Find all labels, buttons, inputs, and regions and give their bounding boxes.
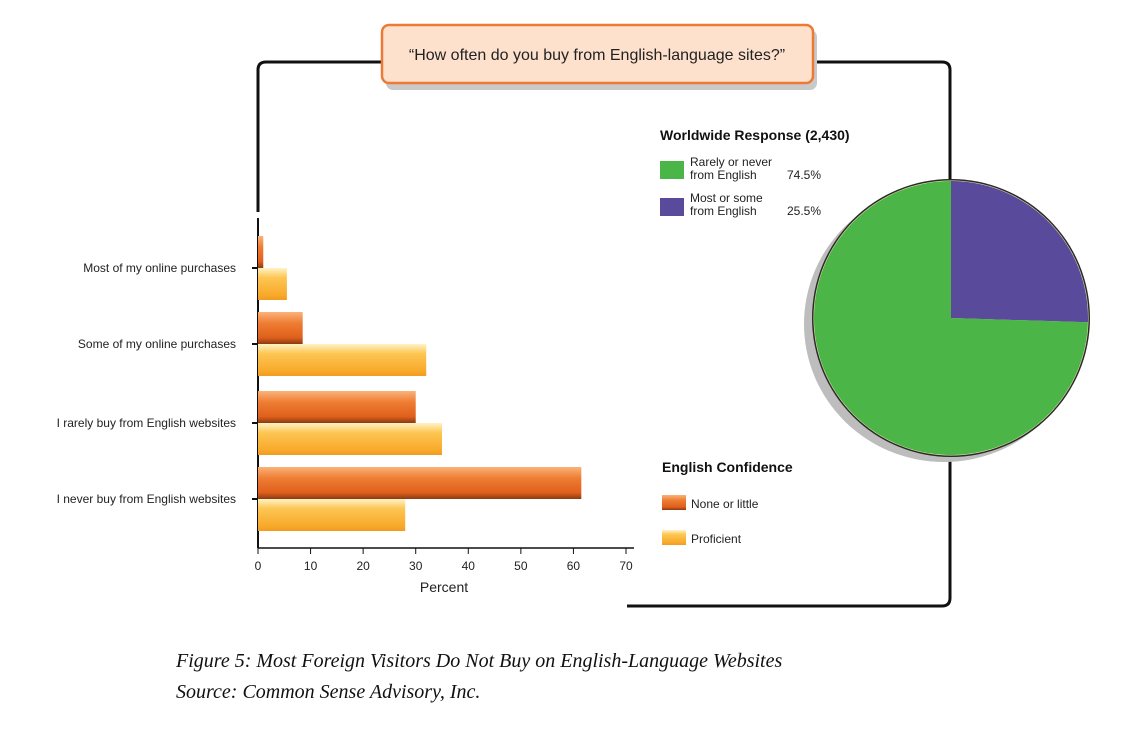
pie-slice-rarely-never xyxy=(813,181,1088,455)
bar-none-or-little-3 xyxy=(258,467,582,499)
bar-proficient-2 xyxy=(258,423,442,455)
frame-top-right xyxy=(812,60,952,196)
frame-bottom-right xyxy=(627,446,952,608)
bar-none-or-little-0 xyxy=(258,236,264,268)
category-label: Some of my online purchases xyxy=(78,337,236,351)
legend-label-most-some-line1: Most or some xyxy=(690,191,763,205)
figure-caption: Figure 5: Most Foreign Visitors Do Not B… xyxy=(176,650,783,672)
legend-label-rarely-never-line1: Rarely or never xyxy=(690,155,772,169)
x-tick-label: 10 xyxy=(304,559,318,573)
legend-label-most-some-line2: from English xyxy=(690,204,757,218)
legend-label-none-or-little: None or little xyxy=(691,497,759,511)
legend-swatch-proficient xyxy=(662,530,686,545)
x-axis-label: Percent xyxy=(420,579,468,595)
frame-top-left xyxy=(256,60,390,212)
legend-label-rarely-never-line2: from English xyxy=(690,168,757,182)
legend-label-proficient: Proficient xyxy=(691,532,742,546)
bar-proficient-1 xyxy=(258,344,427,376)
x-tick-label: 20 xyxy=(356,559,370,573)
bar-legend-title: English Confidence xyxy=(662,459,793,475)
x-tick-label: 60 xyxy=(567,559,581,573)
x-tick-label: 40 xyxy=(462,559,476,573)
x-ticks: 0 10 20 30 40 50 60 70 xyxy=(255,548,633,573)
question-text: “How often do you buy from English-langu… xyxy=(409,47,785,64)
pie-chart xyxy=(804,179,1090,462)
bar-legend: English Confidence None or little Profic… xyxy=(662,459,793,546)
legend-swatch-none-or-little xyxy=(662,495,686,510)
legend-swatch-rarely-never xyxy=(660,161,684,179)
x-tick-label: 0 xyxy=(255,559,262,573)
pie-legend-title: Worldwide Response (2,430) xyxy=(660,127,850,143)
bars-group xyxy=(258,236,582,531)
bar-proficient-0 xyxy=(258,268,287,300)
pie-slices xyxy=(813,181,1088,455)
bar-none-or-little-1 xyxy=(258,312,303,344)
legend-value-rarely-never: 74.5% xyxy=(787,168,821,182)
x-tick-label: 30 xyxy=(409,559,423,573)
figure-source: Source: Common Sense Advisory, Inc. xyxy=(176,681,481,703)
pie-slice-most-some xyxy=(951,181,1088,323)
category-labels: Most of my online purchases Some of my on… xyxy=(57,261,258,506)
question-box xyxy=(380,23,815,85)
legend-value-most-some: 25.5% xyxy=(787,204,821,218)
bar-proficient-3 xyxy=(258,499,406,531)
x-tick-label: 70 xyxy=(619,559,633,573)
bar-none-or-little-2 xyxy=(258,391,416,423)
category-label: Most of my online purchases xyxy=(83,261,236,275)
legend-swatch-most-some xyxy=(660,198,684,216)
bar-chart: Most of my online purchases Some of my on… xyxy=(57,218,634,595)
category-label: I never buy from English websites xyxy=(57,492,236,506)
category-label: I rarely buy from English websites xyxy=(57,416,236,430)
x-tick-label: 50 xyxy=(514,559,528,573)
pie-legend: Worldwide Response (2,430) Rarely or nev… xyxy=(660,127,850,218)
